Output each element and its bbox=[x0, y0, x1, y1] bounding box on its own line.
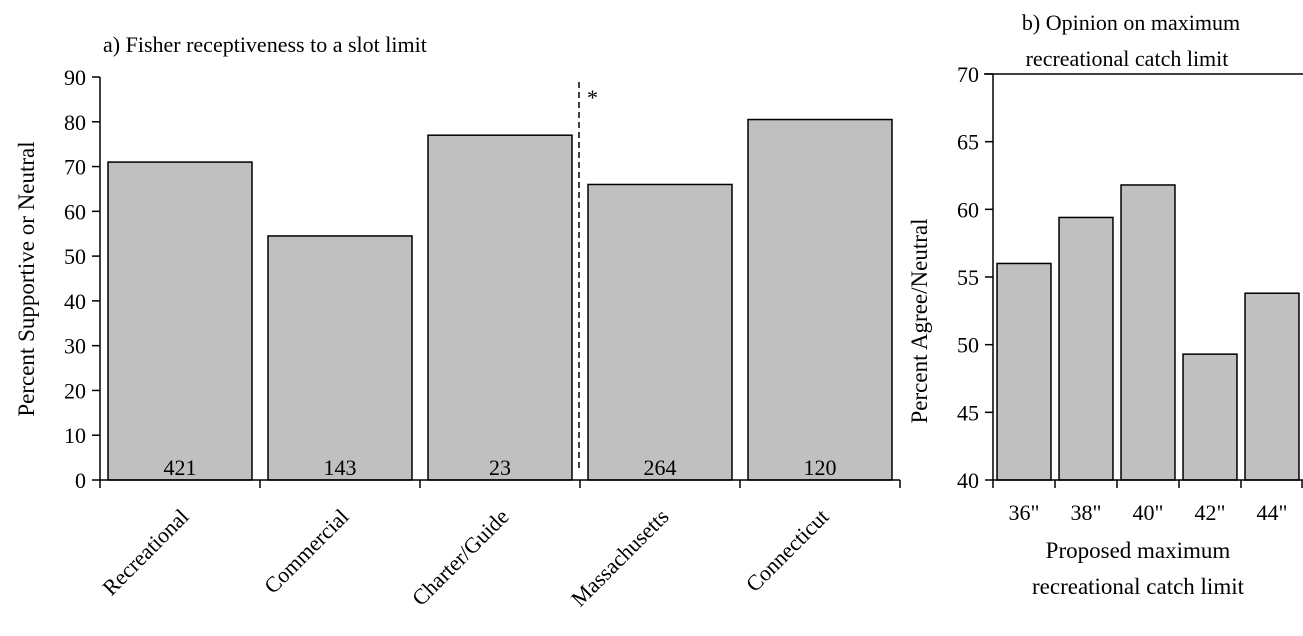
panel-a-category-label: Commercial bbox=[259, 504, 354, 599]
panel-a-y-tick-label: 90 bbox=[64, 65, 86, 90]
panel-b-y-tick-label: 55 bbox=[957, 265, 979, 290]
panel-b-chart: b) Opinion on maximum recreational catch… bbox=[907, 10, 1303, 599]
panel-b-y-axis-label: Percent Agree/Neutral bbox=[907, 219, 932, 424]
panel-b-y-tick-label: 40 bbox=[957, 468, 979, 493]
panel-b-category-label: 36" bbox=[1009, 500, 1040, 525]
panel-a-count-label: 120 bbox=[804, 455, 837, 480]
panel-b-y-tick-label: 60 bbox=[957, 197, 979, 222]
panel-a-count-label: 23 bbox=[489, 455, 511, 480]
panel-a-bars bbox=[107, 118, 893, 481]
panel-b-bar bbox=[1244, 292, 1300, 481]
panel-a-count-label: 421 bbox=[164, 455, 197, 480]
panel-a-category-labels: Recreational Commercial Charter/Guide Massa… bbox=[97, 504, 833, 612]
panel-b-bar bbox=[1182, 353, 1238, 481]
panel-b-x-axis-label-line-1: Proposed maximum bbox=[1046, 538, 1231, 563]
panel-a-count-label: 264 bbox=[644, 455, 677, 480]
panel-b-y-ticks: 40 45 50 55 60 65 70 bbox=[957, 62, 993, 493]
panel-b-category-label: 40" bbox=[1133, 500, 1164, 525]
panel-a-count-labels: 421 143 23 264 120 bbox=[164, 455, 837, 480]
panel-a-category-label: Massachusetts bbox=[566, 504, 674, 612]
panel-a-y-tick-label: 0 bbox=[75, 468, 86, 493]
panel-a-y-tick-label: 80 bbox=[64, 110, 86, 135]
panel-b-y-tick-label: 45 bbox=[957, 400, 979, 425]
panel-a-y-tick-label: 20 bbox=[64, 378, 86, 403]
panel-a-category-label: Charter/Guide bbox=[407, 504, 514, 611]
panel-a-chart: a) Fisher receptiveness to a slot limit … bbox=[14, 32, 901, 612]
panel-a-bar bbox=[427, 134, 573, 481]
panel-b-bar bbox=[1058, 216, 1114, 481]
panel-b-title-line-2: recreational catch limit bbox=[1026, 46, 1229, 71]
panel-a-category-label: Connecticut bbox=[741, 504, 834, 597]
panel-a-x-ticks bbox=[99, 480, 901, 488]
panel-a-title: a) Fisher receptiveness to a slot limit bbox=[103, 32, 427, 57]
panel-a-y-tick-label: 10 bbox=[64, 423, 86, 448]
panel-b-y-tick-label: 50 bbox=[957, 333, 979, 358]
panel-b-category-label: 38" bbox=[1071, 500, 1102, 525]
panel-b-category-labels: 36" 38" 40" 42" 44" bbox=[1009, 500, 1288, 525]
panel-a-bar bbox=[747, 118, 893, 481]
panel-a-bar bbox=[267, 235, 413, 481]
panel-a-bar bbox=[587, 183, 733, 481]
panel-a-y-tick-label: 40 bbox=[64, 289, 86, 314]
panel-a-bar bbox=[107, 161, 253, 481]
panel-b-x-axis-label-line-2: recreational catch limit bbox=[1032, 574, 1245, 599]
panel-a-y-tick-label: 60 bbox=[64, 199, 86, 224]
panel-b-y-tick-label: 70 bbox=[957, 62, 979, 87]
panel-a-y-tick-label: 50 bbox=[64, 244, 86, 269]
panel-a-count-label: 143 bbox=[324, 455, 357, 480]
panel-a-category-label: Recreational bbox=[97, 504, 193, 600]
panel-a-y-tick-label: 70 bbox=[64, 155, 86, 180]
panel-a-y-axis-label: Percent Supportive or Neutral bbox=[14, 141, 39, 416]
panel-b-title-line-1: b) Opinion on maximum bbox=[1022, 10, 1240, 35]
panel-b-bar bbox=[996, 262, 1052, 481]
panel-b-bars bbox=[996, 184, 1300, 481]
panel-a-y-tick-label: 30 bbox=[64, 334, 86, 359]
panel-b-bar bbox=[1120, 184, 1176, 481]
panel-b-y-tick-label: 65 bbox=[957, 130, 979, 155]
panel-a-y-ticks: 0 10 20 30 40 50 60 70 80 90 bbox=[64, 65, 100, 493]
panel-b-x-ticks bbox=[992, 480, 1303, 488]
panel-b-category-label: 42" bbox=[1195, 500, 1226, 525]
panel-b-category-label: 44" bbox=[1257, 500, 1288, 525]
panel-a-significance-marker: * bbox=[587, 85, 598, 110]
